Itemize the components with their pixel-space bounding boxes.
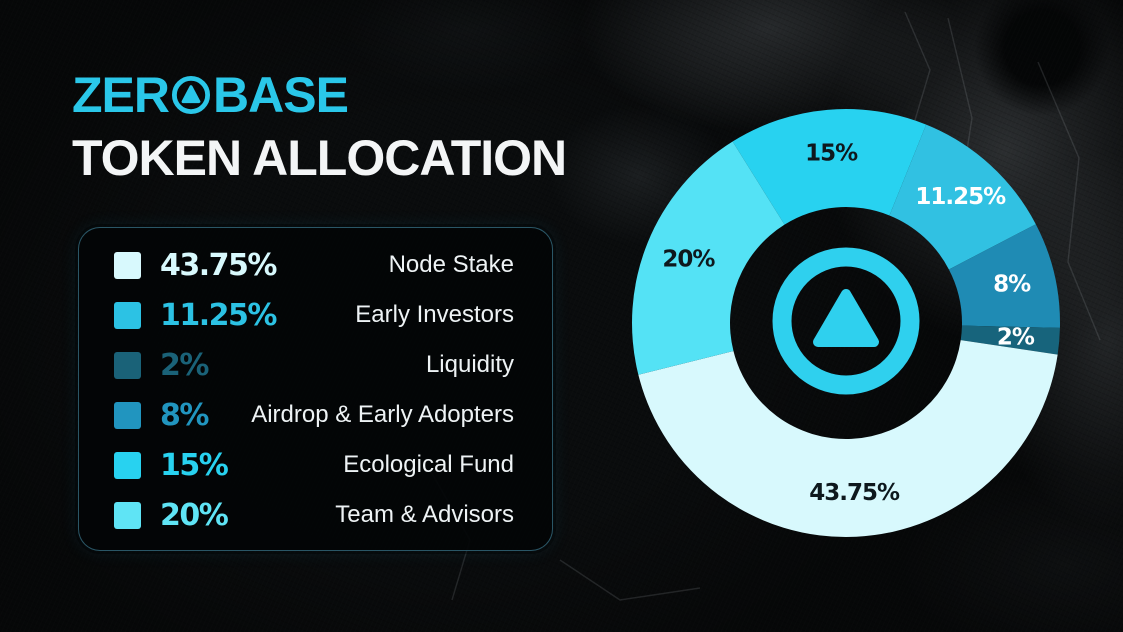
- pie-slice-liquidity: [960, 325, 1060, 355]
- slice-label-airdrop-early-adopters: 8%: [993, 272, 1031, 298]
- legend-panel: 43.75% Node Stake 11.25% Early Investors 2% L…: [78, 227, 553, 551]
- brand-text-prefix: ZER: [72, 67, 170, 123]
- legend-pct-team-advisors: 20%: [160, 497, 229, 533]
- slice-label-liquidity: 2%: [997, 325, 1035, 351]
- legend-item-liquidity: 2% Liquidity: [114, 340, 514, 390]
- legend-swatch-ecological-fund: [114, 451, 141, 479]
- legend-swatch-team-advisors: [114, 501, 141, 529]
- legend-swatch-node-stake: [114, 251, 141, 279]
- legend-pct-liquidity: 2%: [160, 347, 209, 383]
- pie-slice-airdrop-early-adopters: [948, 224, 1060, 328]
- legend-swatch-liquidity: [114, 351, 141, 379]
- legend-label-node-stake: Node Stake: [388, 251, 514, 278]
- legend-label-ecological-fund: Ecological Fund: [343, 451, 514, 478]
- brand-logo: ZER BASE: [72, 67, 349, 123]
- legend-swatch-airdrop-early-adopters: [114, 401, 141, 429]
- pie-slice-ecological-fund: [732, 108, 927, 225]
- legend-label-liquidity: Liquidity: [425, 351, 514, 378]
- legend-item-airdrop-early-adopters: 8% Airdrop & Early Adopters: [114, 390, 514, 440]
- slice-label-node-stake: 43.75%: [809, 480, 900, 506]
- legend-pct-early-investors: 11.25%: [160, 297, 277, 333]
- legend-label-airdrop-early-adopters: Airdrop & Early Adopters: [251, 401, 514, 428]
- pie-slice-node-stake: [638, 340, 1058, 537]
- legend-swatch-early-investors: [114, 301, 141, 329]
- legend-pct-ecological-fund: 15%: [160, 447, 229, 483]
- page-title: TOKEN ALLOCATION: [72, 130, 567, 186]
- legend-item-early-investors: 11.25% Early Investors: [114, 290, 514, 340]
- slice-label-early-investors: 11.25%: [915, 184, 1006, 210]
- slice-label-team-advisors: 20%: [662, 246, 715, 272]
- chart-center-triangle-icon: [813, 289, 879, 347]
- legend-pct-node-stake: 43.75%: [160, 247, 277, 283]
- pie-slice-early-investors: [889, 124, 1036, 270]
- pie-slice-team-advisors: [632, 141, 785, 375]
- circle-triangle-icon: [171, 75, 211, 115]
- legend-item-ecological-fund: 15% Ecological Fund: [114, 440, 514, 490]
- chart-center-ring-icon: [772, 247, 920, 395]
- brand-text-suffix: BASE: [213, 67, 349, 123]
- legend-pct-airdrop-early-adopters: 8%: [160, 397, 209, 433]
- legend-item-team-advisors: 20% Team & Advisors: [114, 490, 514, 540]
- legend-item-node-stake: 43.75% Node Stake: [114, 240, 514, 290]
- legend-label-early-investors: Early Investors: [355, 301, 514, 328]
- legend-label-team-advisors: Team & Advisors: [335, 501, 514, 528]
- slice-label-ecological-fund: 15%: [805, 141, 858, 167]
